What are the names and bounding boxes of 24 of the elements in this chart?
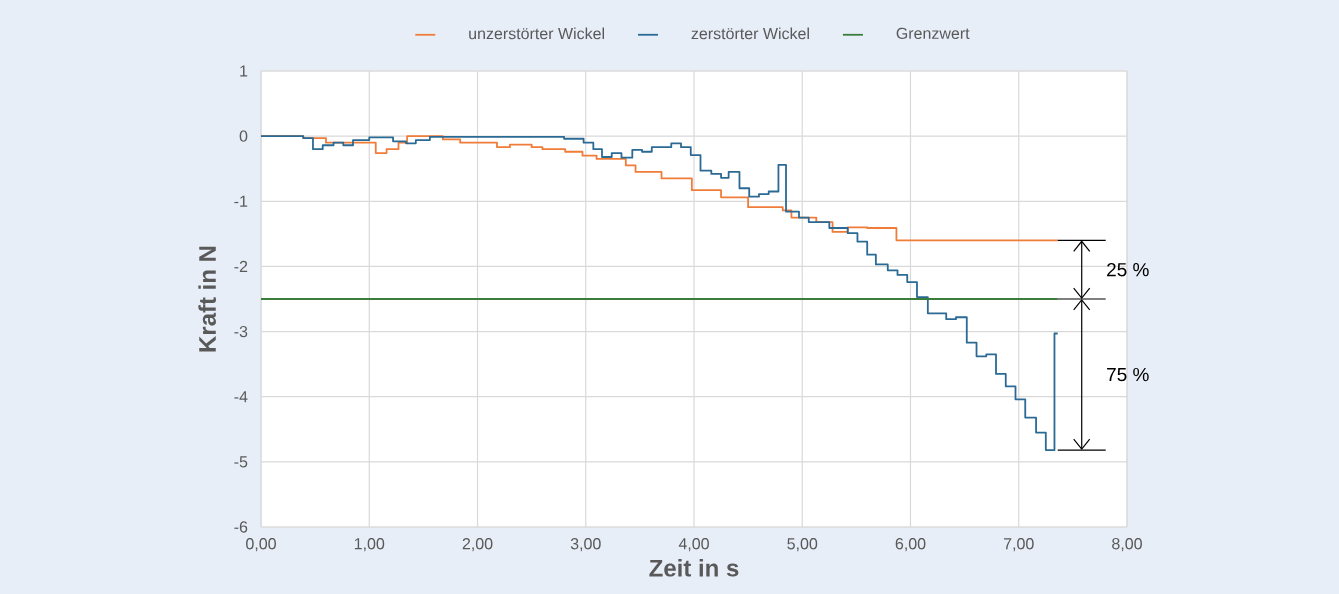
x-tick-label: 2,00 bbox=[462, 538, 493, 552]
x-tick-label: 3,00 bbox=[570, 538, 601, 552]
annotation: 25 % bbox=[1107, 262, 1149, 277]
y-tick-label: -3 bbox=[234, 325, 248, 338]
y-tick-label: 0 bbox=[239, 130, 248, 142]
annotation: 75 % bbox=[1107, 367, 1149, 382]
y-tick-label: -5 bbox=[234, 456, 248, 468]
y-tick-label: -4 bbox=[234, 391, 248, 403]
legend-label: zerstörter Wickel bbox=[691, 27, 809, 40]
y-tick-label: -6 bbox=[234, 521, 248, 533]
x-tick-label: 0,00 bbox=[246, 538, 276, 552]
x-tick-label: 6,00 bbox=[895, 538, 926, 552]
x-tick-label: 5,00 bbox=[787, 538, 818, 552]
y-axis-title: Kraft in N bbox=[198, 246, 216, 352]
legend-label: unzerstörter Wickel bbox=[469, 27, 604, 40]
legend-label: Grenzwert bbox=[896, 27, 970, 40]
y-tick-label: -2 bbox=[234, 260, 248, 273]
x-axis-title: Zeit in s bbox=[649, 559, 739, 577]
x-tick-label: 8,00 bbox=[1112, 538, 1142, 552]
x-tick-label: 4,00 bbox=[678, 538, 709, 552]
x-tick-label: 1,00 bbox=[354, 538, 385, 552]
y-tick-label: -1 bbox=[234, 195, 248, 207]
x-tick-label: 7,00 bbox=[1003, 538, 1034, 552]
y-tick-label: 1 bbox=[240, 65, 248, 77]
